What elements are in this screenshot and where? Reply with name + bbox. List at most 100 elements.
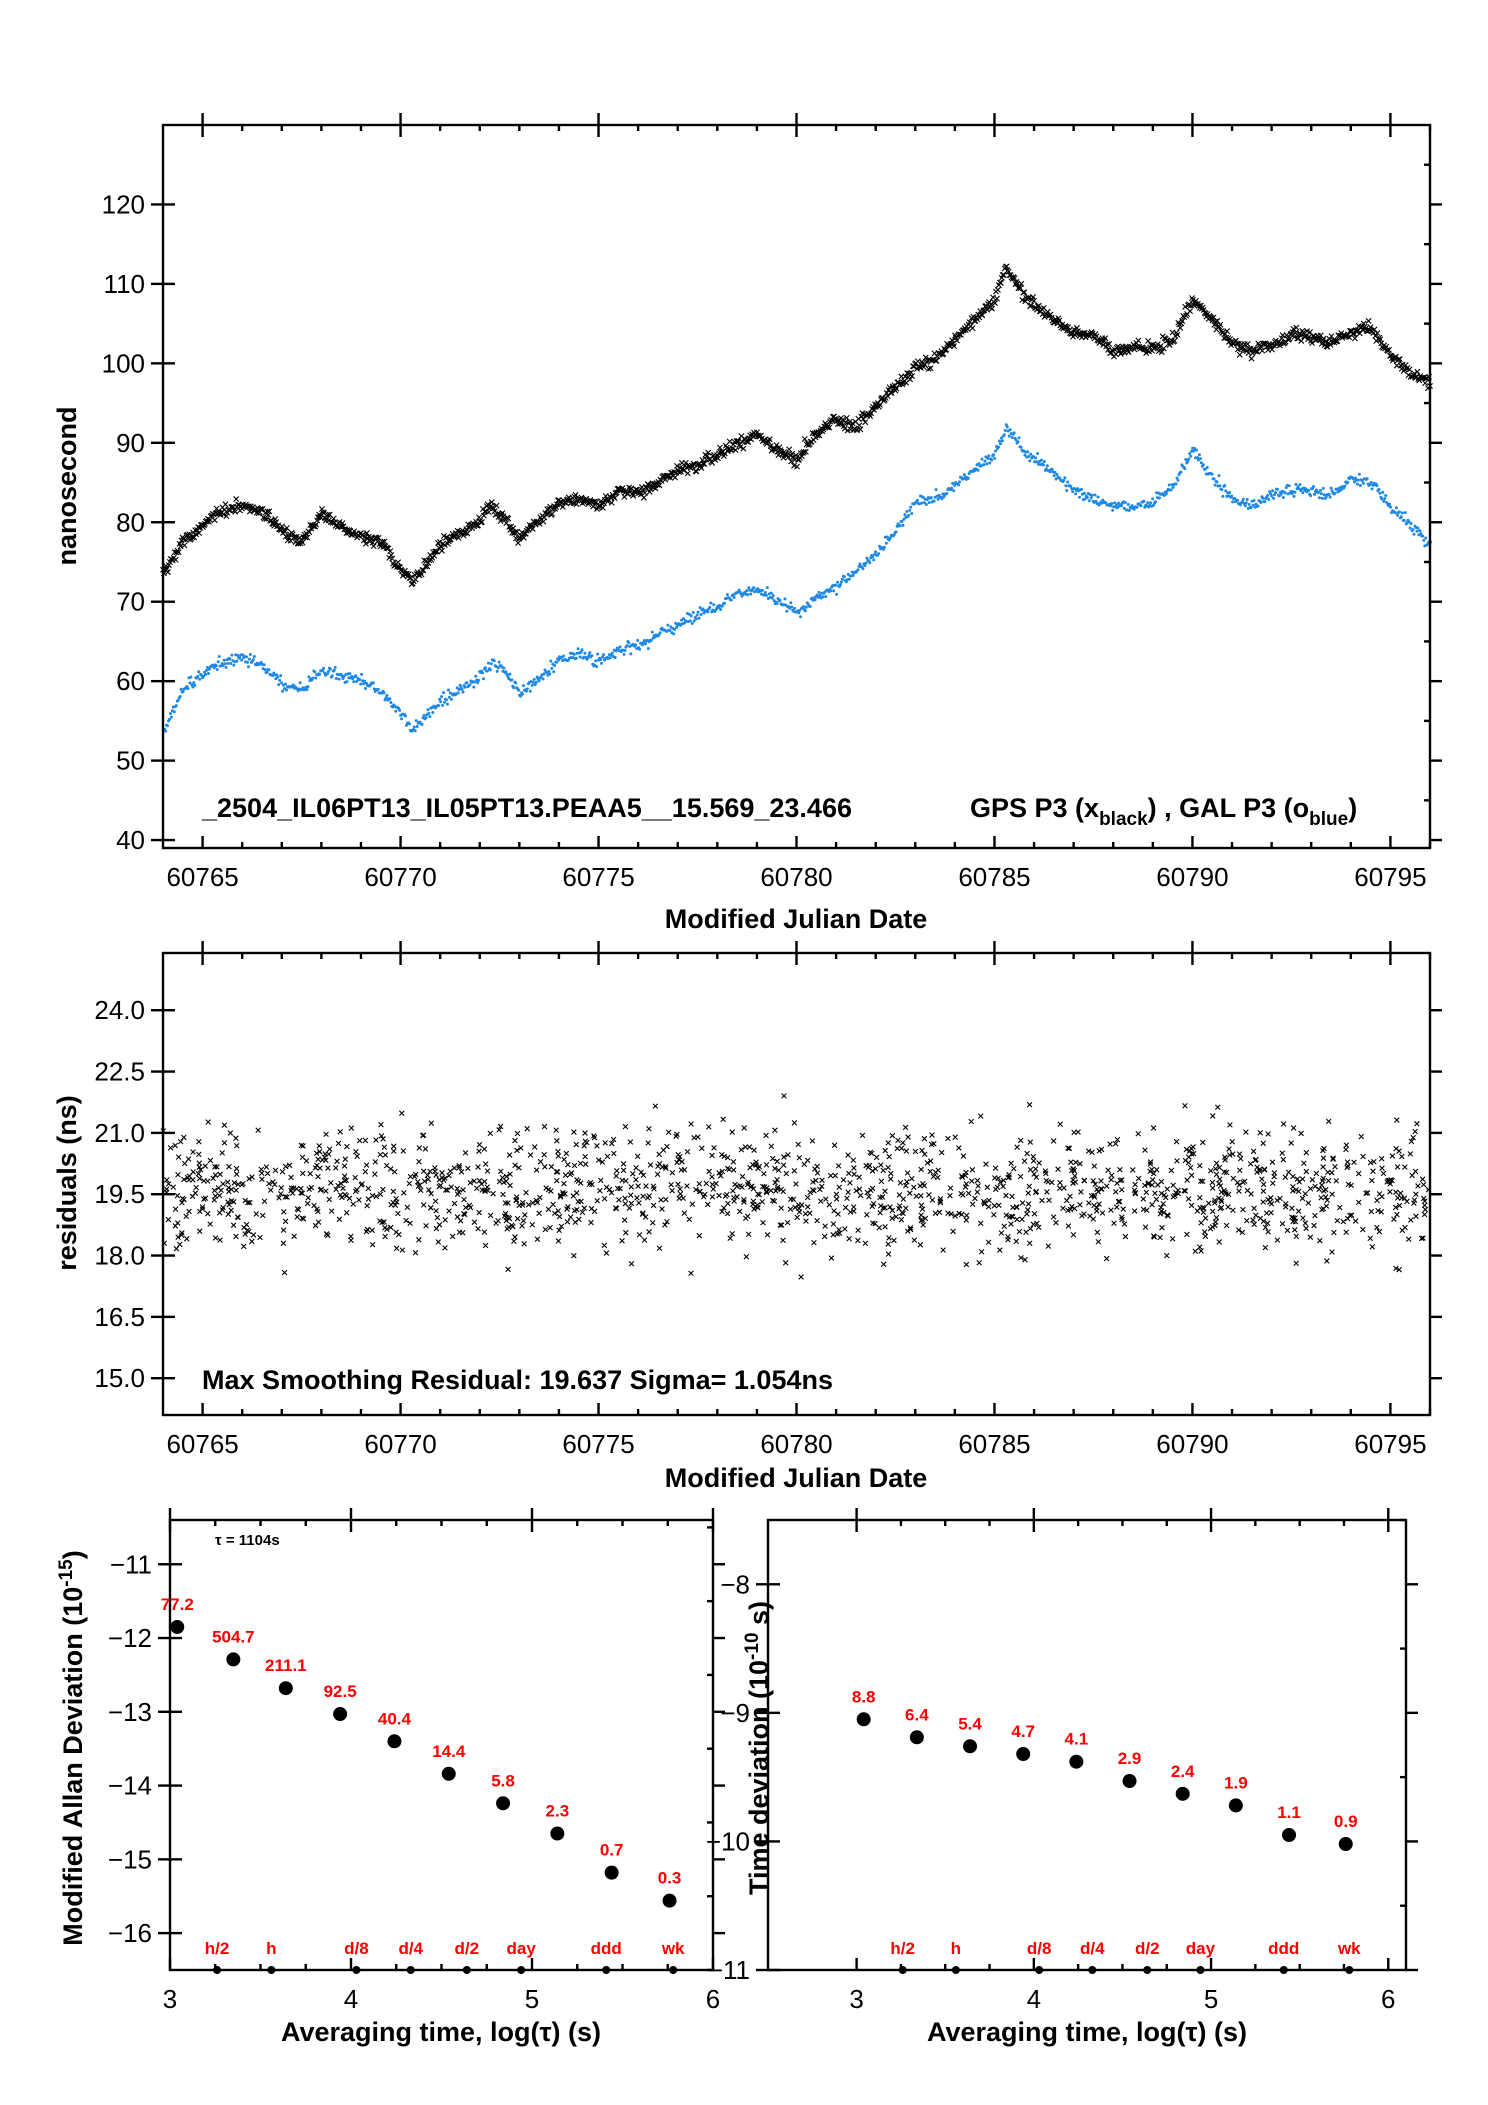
residual-point — [1085, 1148, 1092, 1154]
legend-gps: GPS P3 (x — [970, 793, 1099, 823]
residual-point — [640, 1210, 646, 1216]
residual-point — [1259, 1176, 1265, 1182]
gal-point — [1093, 493, 1097, 497]
residual-point — [1142, 1224, 1149, 1230]
residual-point — [1039, 1197, 1045, 1204]
gal-point — [722, 601, 726, 605]
gps-point — [922, 354, 929, 361]
stability-point — [1338, 1837, 1353, 1851]
residual-point — [212, 1164, 218, 1170]
gal-point — [847, 577, 851, 581]
gal-point — [1256, 504, 1260, 508]
residual-point — [426, 1187, 432, 1193]
gps-point — [379, 538, 386, 545]
stability-point — [441, 1766, 456, 1781]
gal-point — [298, 681, 302, 685]
residual-point — [1290, 1125, 1297, 1131]
gal-point — [388, 697, 392, 701]
residual-point — [233, 1171, 240, 1177]
gal-point — [694, 617, 698, 621]
residual-point — [341, 1163, 348, 1169]
gal-point — [1370, 487, 1374, 491]
gal-point — [1154, 500, 1158, 504]
residual-point — [663, 1165, 669, 1172]
residual-point — [512, 1162, 518, 1169]
residual-point — [763, 1162, 770, 1168]
residual-point — [1285, 1169, 1292, 1176]
gal-point — [314, 676, 318, 680]
gal-point — [307, 675, 311, 679]
gal-point — [835, 592, 839, 596]
residual-point — [601, 1242, 608, 1249]
residual-point — [634, 1195, 640, 1201]
gal-point — [355, 679, 359, 683]
residual-point — [257, 1234, 263, 1241]
gal-point — [932, 499, 936, 503]
residual-point — [656, 1151, 662, 1158]
residual-point — [204, 1210, 211, 1217]
gal-point — [414, 719, 418, 723]
residual-point — [900, 1210, 906, 1217]
time-marker-label: d/2 — [1135, 1939, 1160, 1958]
gal-point — [1026, 450, 1030, 454]
residual-point — [196, 1175, 203, 1182]
residual-point — [1213, 1160, 1220, 1167]
gps-point — [389, 555, 396, 562]
gal-point — [1027, 455, 1031, 459]
residual-point — [963, 1212, 970, 1219]
residual-point — [1078, 1189, 1084, 1195]
residual-point — [1282, 1174, 1289, 1180]
residual-point — [821, 1233, 828, 1240]
gps-point — [1025, 294, 1032, 301]
residual-point — [709, 1174, 715, 1180]
residual-point — [1143, 1189, 1150, 1196]
residual-point — [1262, 1244, 1269, 1251]
residual-point — [1380, 1170, 1387, 1177]
gps-point — [641, 490, 648, 497]
residual-point — [1251, 1221, 1257, 1228]
residual-point — [725, 1200, 731, 1207]
residual-point — [398, 1110, 405, 1117]
residual-point — [1192, 1248, 1199, 1255]
residual-point — [165, 1181, 172, 1187]
residual-point — [823, 1196, 829, 1202]
gal-point — [888, 536, 892, 540]
gal-point — [438, 697, 442, 701]
residual-point — [1026, 1101, 1033, 1108]
residual-point — [669, 1187, 675, 1194]
residual-point — [1070, 1166, 1076, 1173]
residual-point — [1023, 1229, 1029, 1235]
residual-point — [315, 1219, 322, 1225]
point-label: 5.8 — [491, 1771, 515, 1790]
residual-point — [938, 1149, 945, 1156]
gps-point — [279, 523, 285, 530]
gal-point — [446, 688, 450, 692]
residual-point — [1256, 1168, 1263, 1175]
residual-point — [514, 1147, 520, 1154]
gps-point — [540, 518, 547, 525]
residual-point — [806, 1210, 813, 1216]
residual-point — [1396, 1266, 1402, 1273]
residual-point — [1371, 1158, 1377, 1165]
residual-point — [369, 1241, 376, 1248]
gal-point — [872, 558, 876, 562]
residual-point — [207, 1157, 214, 1164]
gal-point — [583, 651, 587, 655]
gal-point — [1123, 501, 1127, 505]
residual-point — [716, 1192, 722, 1199]
gal-point — [940, 497, 944, 501]
gps-point — [299, 539, 306, 546]
residual-point — [221, 1122, 228, 1128]
residual-point — [1067, 1193, 1073, 1200]
gps-point — [951, 343, 958, 350]
point-label: 2.9 — [1118, 1749, 1142, 1768]
gps-point — [1192, 297, 1199, 304]
residual-point — [1250, 1148, 1257, 1155]
gal-point — [674, 621, 678, 625]
point-label: 0.9 — [1334, 1812, 1358, 1831]
gal-point — [422, 713, 426, 717]
residual-point — [172, 1142, 178, 1149]
residual-point — [281, 1209, 287, 1215]
gal-point — [362, 682, 366, 686]
